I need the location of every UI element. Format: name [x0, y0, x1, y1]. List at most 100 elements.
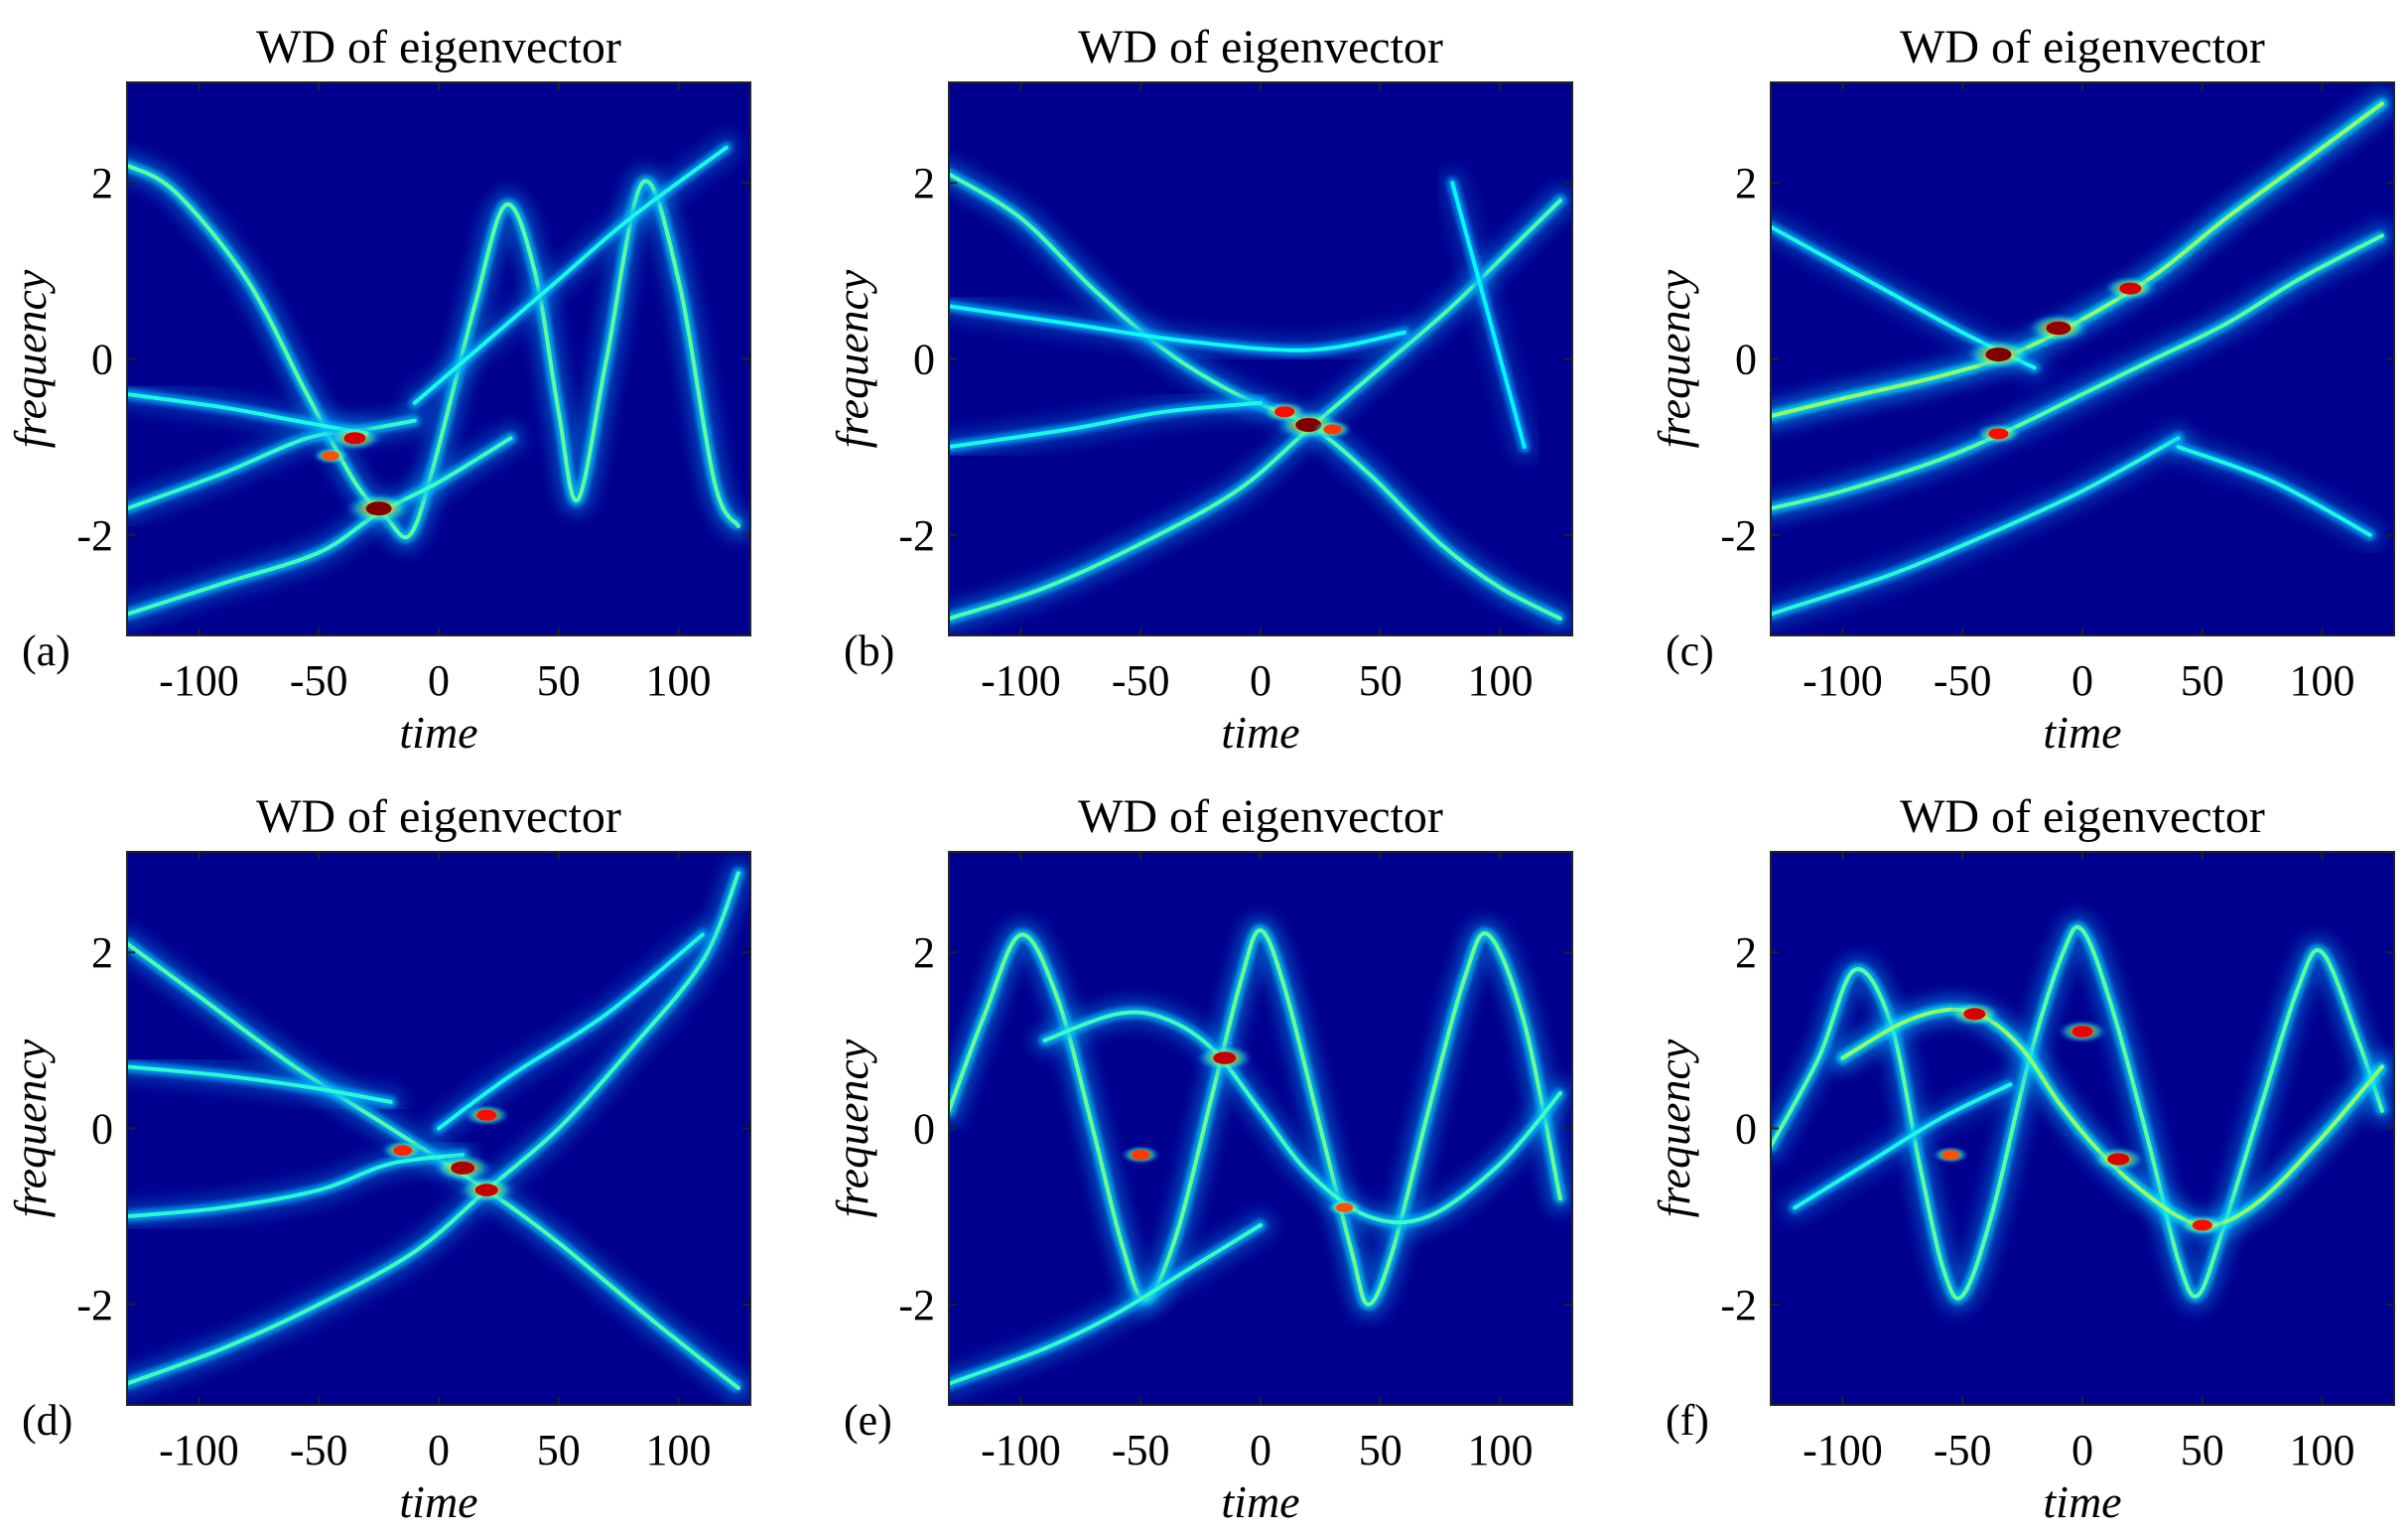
ridge-3 [1029, 997, 1572, 1238]
ridge-5 [2163, 432, 2385, 550]
heatmap-layer [127, 858, 750, 1403]
wd-panel-c: -100 -50 0 50 100 -2 0 2 WD of eigenvector time fr… [1649, 21, 2395, 758]
heatmap-background [127, 82, 750, 635]
x-tick-label: 100 [2290, 656, 2355, 705]
hotspot-3 [1312, 419, 1353, 440]
panel-label: (f) [1666, 1396, 1709, 1445]
hotspot-2 [458, 1176, 516, 1204]
y-tick-label: -2 [898, 1281, 935, 1329]
ridge-2 [127, 423, 526, 629]
hotspot-3 [2103, 275, 2158, 302]
x-tick-label: -50 [290, 1426, 348, 1474]
x-tick-label: 100 [646, 1426, 712, 1474]
ridge-3 [1780, 1069, 2026, 1223]
hotspot-2 [1120, 1145, 1161, 1165]
hotspot-2 [328, 425, 382, 452]
heatmap-layer [949, 915, 1572, 1399]
hotspot-1 [344, 492, 413, 525]
chart-title: WD of eigenvector [256, 790, 621, 843]
y-tick-label: 0 [913, 1105, 935, 1154]
y-tick-label: 0 [913, 336, 935, 384]
wd-panel-b: -100 -50 0 50 100 -2 0 2 WD of eigenvector time fr… [827, 21, 1573, 758]
hotspot-5 [1932, 1146, 1969, 1164]
x-axis-label: time [2043, 707, 2121, 758]
ridge-5 [1437, 168, 1539, 463]
x-tick-label: -50 [1934, 656, 1992, 705]
y-tick-label: 0 [1735, 1105, 1757, 1154]
heatmap-layer [1771, 88, 2394, 629]
hotspot-4 [380, 1140, 425, 1162]
y-tick-label: 2 [913, 928, 935, 977]
y-tick-label: 0 [91, 1105, 113, 1154]
hotspot-3 [2091, 1146, 2146, 1173]
x-axis-label: time [2043, 1476, 2121, 1527]
ridge-2 [949, 1210, 1275, 1399]
ridge-3 [1771, 423, 2194, 629]
x-tick-label: 50 [2181, 1426, 2224, 1474]
y-tick-label: -2 [898, 511, 935, 560]
x-tick-label: 50 [2181, 656, 2224, 705]
y-tick-label: 2 [913, 159, 935, 208]
x-tick-label: 0 [428, 1426, 450, 1474]
x-tick-label: 100 [1468, 1426, 1534, 1474]
hotspot-3 [463, 1104, 511, 1127]
hotspot-1 [1195, 1044, 1254, 1072]
heatmap-layer [127, 132, 750, 629]
x-tick-label: -50 [1934, 1426, 1992, 1474]
y-tick-label: 2 [1735, 159, 1757, 208]
hotspot-2 [2057, 1019, 2108, 1044]
y-axis-label: frequency [827, 269, 877, 448]
hotspot-3 [312, 447, 350, 465]
hotspot-4 [1974, 422, 2023, 446]
x-tick-label: 50 [537, 656, 581, 705]
x-axis-label: time [399, 1476, 477, 1527]
x-axis-label: time [1221, 707, 1299, 758]
ridge-1 [1771, 88, 2394, 432]
x-tick-label: -100 [159, 1426, 239, 1474]
ridge-3 [949, 387, 1275, 463]
wd-panel-e: -100 -50 0 50 100 -2 0 2 WD of eigenvector time fr… [827, 790, 1573, 1527]
wd-panel-a: -100 -50 0 50 100 -2 0 2 WD of eigenvector time fr… [5, 21, 751, 758]
y-tick-label: 2 [91, 928, 113, 977]
panel-label: (c) [1666, 627, 1714, 675]
hotspot-3 [1325, 1198, 1364, 1217]
panel-label: (a) [22, 627, 70, 675]
panel-label: (d) [22, 1396, 72, 1445]
wd-panel-f: -100 -50 0 50 100 -2 0 2 WD of eigenvector time fr… [1649, 790, 2395, 1527]
x-tick-label: -100 [1803, 1426, 1883, 1474]
y-axis-label: frequency [5, 269, 56, 448]
x-tick-label: 50 [1359, 656, 1403, 705]
ridge-4 [127, 379, 382, 449]
x-tick-label: 100 [2290, 1426, 2355, 1474]
y-tick-label: 0 [1735, 336, 1757, 384]
y-axis-label: frequency [1649, 269, 1699, 448]
x-tick-label: 0 [2072, 656, 2093, 705]
x-tick-label: 0 [428, 656, 450, 705]
x-tick-label: -50 [1112, 656, 1170, 705]
y-tick-label: 2 [91, 159, 113, 208]
y-axis-label: frequency [827, 1039, 877, 1217]
x-tick-label: 0 [1250, 656, 1271, 705]
x-axis-label: time [399, 707, 477, 758]
y-tick-label: -2 [1720, 511, 1757, 560]
hotspot-2 [2026, 313, 2091, 344]
ridge-4 [949, 291, 1419, 365]
x-tick-label: 50 [1359, 1426, 1403, 1474]
y-axis-label: frequency [1649, 1039, 1699, 1217]
hotspot-1 [1947, 1001, 2002, 1028]
x-tick-label: 50 [537, 1426, 581, 1474]
x-axis-label: time [1221, 1476, 1299, 1527]
y-tick-label: 0 [91, 336, 113, 384]
ridge-4 [127, 1051, 406, 1117]
heatmap-layer [949, 159, 1572, 633]
x-tick-label: -100 [1803, 656, 1883, 705]
hotspot-4 [2178, 1213, 2226, 1237]
wd-panel-d: -100 -50 0 50 100 -2 0 2 WD of eigenvector time fr… [5, 790, 751, 1527]
hotspot-1 [432, 1153, 493, 1183]
x-tick-label: -50 [1112, 1426, 1170, 1474]
chart-title: WD of eigenvector [1900, 21, 2265, 73]
chart-title: WD of eigenvector [1078, 790, 1443, 843]
x-tick-label: 0 [1250, 1426, 1271, 1474]
ridge-5 [399, 132, 741, 418]
